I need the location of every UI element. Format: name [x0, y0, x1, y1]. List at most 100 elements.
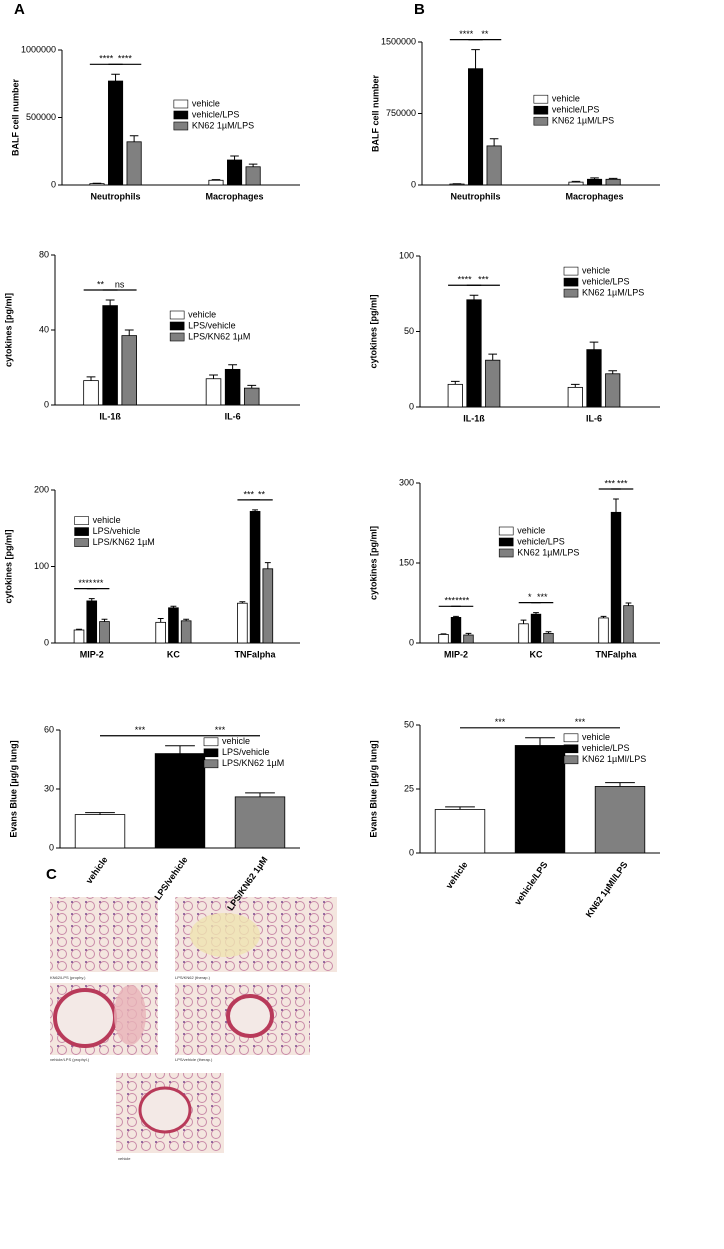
- bar: [250, 511, 260, 643]
- legend-swatch: [564, 289, 578, 297]
- legend-swatch: [534, 106, 548, 114]
- bar: [448, 384, 462, 407]
- significance-label: ***: [445, 596, 456, 606]
- panel-label: A: [14, 1, 25, 18]
- bar: [209, 180, 223, 185]
- legend-label: LPS/vehicle: [222, 747, 270, 757]
- bar: [464, 635, 474, 643]
- x-tick-label: IL-6: [225, 411, 241, 421]
- legend-swatch: [564, 745, 578, 753]
- y-axis-label: BALF cell number: [370, 75, 380, 153]
- significance-label: **: [97, 279, 105, 289]
- bar: [611, 512, 621, 643]
- legend-label: KN62 1µM/LPS: [552, 116, 614, 126]
- legend-swatch: [75, 528, 89, 536]
- bar: [568, 387, 582, 407]
- bar: [263, 569, 273, 643]
- micrograph-caption: LPS/KN62 (therap.): [175, 975, 211, 980]
- x-tick-label: MIP-2: [80, 649, 104, 659]
- legend-swatch: [174, 100, 188, 108]
- bar: [122, 336, 137, 405]
- y-tick-label: 300: [399, 477, 414, 487]
- bar: [237, 603, 247, 643]
- legend-label: LPS/KN62 1µM: [222, 758, 284, 768]
- y-tick-label: 500000: [26, 112, 56, 122]
- legend-label: vehicle: [582, 732, 610, 742]
- y-tick-label: 1000000: [21, 44, 56, 54]
- y-axis-label: Evans Blue [µg/g lung]: [368, 740, 378, 837]
- y-axis-label: cytokines [pg/ml]: [368, 294, 378, 368]
- bar: [439, 634, 449, 643]
- legend-label: vehicle: [582, 265, 610, 275]
- bar: [599, 618, 609, 643]
- y-axis-label: Evans Blue [µg/g lung]: [8, 740, 18, 837]
- bar: [544, 633, 554, 643]
- bar: [75, 815, 125, 848]
- significance-label: **: [258, 489, 266, 499]
- legend-label: vehicle/LPS: [517, 536, 565, 546]
- bar: [90, 184, 104, 185]
- bar: [181, 621, 191, 643]
- legend-label: KN62 1µM/LPS: [192, 120, 254, 130]
- micrograph-caption: vehicle/LPS (prophyl.): [50, 1057, 90, 1062]
- legend-swatch: [170, 311, 184, 319]
- x-tick-label: IL-6: [586, 413, 602, 423]
- bar: [606, 374, 620, 407]
- y-tick-label: 200: [34, 484, 49, 494]
- bar: [227, 160, 241, 185]
- bar: [519, 624, 529, 643]
- y-tick-label: 40: [39, 324, 49, 334]
- y-tick-label: 100: [399, 250, 414, 260]
- legend-swatch: [499, 527, 513, 535]
- bar: [169, 608, 179, 643]
- y-tick-label: 30: [44, 783, 54, 793]
- bar: [74, 630, 84, 643]
- micrograph-caption: KN62/LPS (prophy.): [50, 975, 86, 980]
- bar: [451, 617, 461, 643]
- legend-label: KN62 1µM/LPS: [517, 547, 579, 557]
- error-bar: [441, 634, 447, 635]
- x-tick-label: Neutrophils: [451, 191, 501, 201]
- significance-label: ***: [617, 478, 628, 488]
- legend-swatch: [499, 549, 513, 557]
- bar: [487, 146, 501, 185]
- bar: [606, 179, 620, 185]
- bar: [156, 622, 166, 643]
- legend-label: vehicle: [192, 98, 220, 108]
- legend-label: vehicle/LPS: [552, 105, 600, 115]
- x-tick-label: KC: [530, 649, 543, 659]
- legend-swatch: [564, 278, 578, 286]
- legend-swatch: [204, 749, 218, 757]
- bar: [206, 379, 221, 405]
- y-tick-label: 0: [409, 637, 414, 647]
- legend-swatch: [204, 760, 218, 768]
- bar: [624, 606, 634, 643]
- significance-label: ****: [99, 54, 114, 64]
- bar: [87, 601, 97, 643]
- x-tick-label: IL-1ß: [99, 411, 121, 421]
- legend-swatch: [564, 756, 578, 764]
- bar: [486, 360, 500, 407]
- significance-label: **: [481, 29, 489, 39]
- significance-label: ****: [78, 578, 93, 588]
- legend-swatch: [75, 517, 89, 525]
- significance-label: ***: [575, 717, 586, 727]
- significance-label: ****: [455, 596, 470, 606]
- significance-label: ***: [135, 725, 146, 735]
- bar: [108, 81, 122, 185]
- y-tick-label: 750000: [386, 108, 416, 118]
- x-tick-label: Macrophages: [566, 191, 624, 201]
- x-tick-label: TNFalpha: [235, 649, 277, 659]
- legend-label: vehicle/LPS: [582, 276, 630, 286]
- significance-label: *: [528, 592, 532, 602]
- legend-label: LPS/vehicle: [188, 320, 236, 330]
- y-tick-label: 0: [49, 842, 54, 852]
- y-tick-label: 150: [399, 557, 414, 567]
- legend-label: vehicle/LPS: [582, 743, 630, 753]
- legend-swatch: [174, 122, 188, 130]
- legend-label: KN62 1µMl/LPS: [582, 754, 646, 764]
- legend-label: vehicle/LPS: [192, 109, 240, 119]
- y-tick-label: 80: [39, 249, 49, 259]
- bar: [225, 369, 240, 405]
